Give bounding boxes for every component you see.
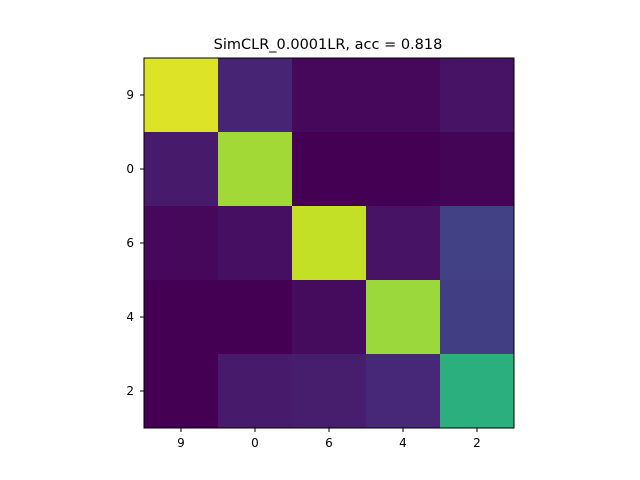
heatmap-cell-r3-c2 [292, 280, 367, 355]
heatmap-cell-r4-c4 [440, 354, 515, 429]
heatmap-cell-r4-c2 [292, 354, 367, 429]
heatmap-cell-r2-c0 [144, 206, 219, 281]
heatmap-cell-r1-c3 [366, 132, 441, 207]
heatmap-cell-r0-c0 [144, 58, 219, 133]
heatmap-cell-r2-c1 [218, 206, 293, 281]
heatmap-cell-r2-c4 [440, 206, 515, 281]
heatmap-cell-r1-c0 [144, 132, 219, 207]
y-axis: 9 0 6 4 2 [126, 88, 144, 398]
heatmap-cell-r0-c3 [366, 58, 441, 133]
heatmap-cell-r3-c0 [144, 280, 219, 355]
y-tick-label: 4 [126, 310, 134, 324]
heatmap-cell-r1-c1 [218, 132, 293, 207]
x-axis: 9 0 6 4 2 [177, 428, 481, 450]
y-tick-label: 9 [126, 88, 134, 102]
heatmap-cell-r3-c1 [218, 280, 293, 355]
y-tick-label: 6 [126, 236, 134, 250]
heatmap-cell-r3-c4 [440, 280, 515, 355]
x-tick-label: 2 [473, 436, 481, 450]
heatmap-cell-r2-c2 [292, 206, 367, 281]
heatmap-cell-r1-c4 [440, 132, 515, 207]
x-tick-label: 4 [399, 436, 407, 450]
x-tick-label: 6 [325, 436, 333, 450]
heatmap-cell-r4-c3 [366, 354, 441, 429]
y-tick-label: 0 [126, 162, 134, 176]
y-tick-label: 2 [126, 384, 134, 398]
heatmap-cell-r0-c2 [292, 58, 367, 133]
x-tick-label: 0 [251, 436, 259, 450]
chart-title: SimCLR_0.0001LR, acc = 0.818 [214, 37, 443, 53]
heatmap-cell-r0-c4 [440, 58, 515, 133]
heatmap-cell-r2-c3 [366, 206, 441, 281]
heatmap-cell-r4-c0 [144, 354, 219, 429]
heatmap-cell-r1-c2 [292, 132, 367, 207]
heatmap-cells [144, 58, 515, 429]
heatmap-cell-r4-c1 [218, 354, 293, 429]
heatmap-cell-r3-c3 [366, 280, 441, 355]
heatmap-cell-r0-c1 [218, 58, 293, 133]
x-tick-label: 9 [177, 436, 185, 450]
